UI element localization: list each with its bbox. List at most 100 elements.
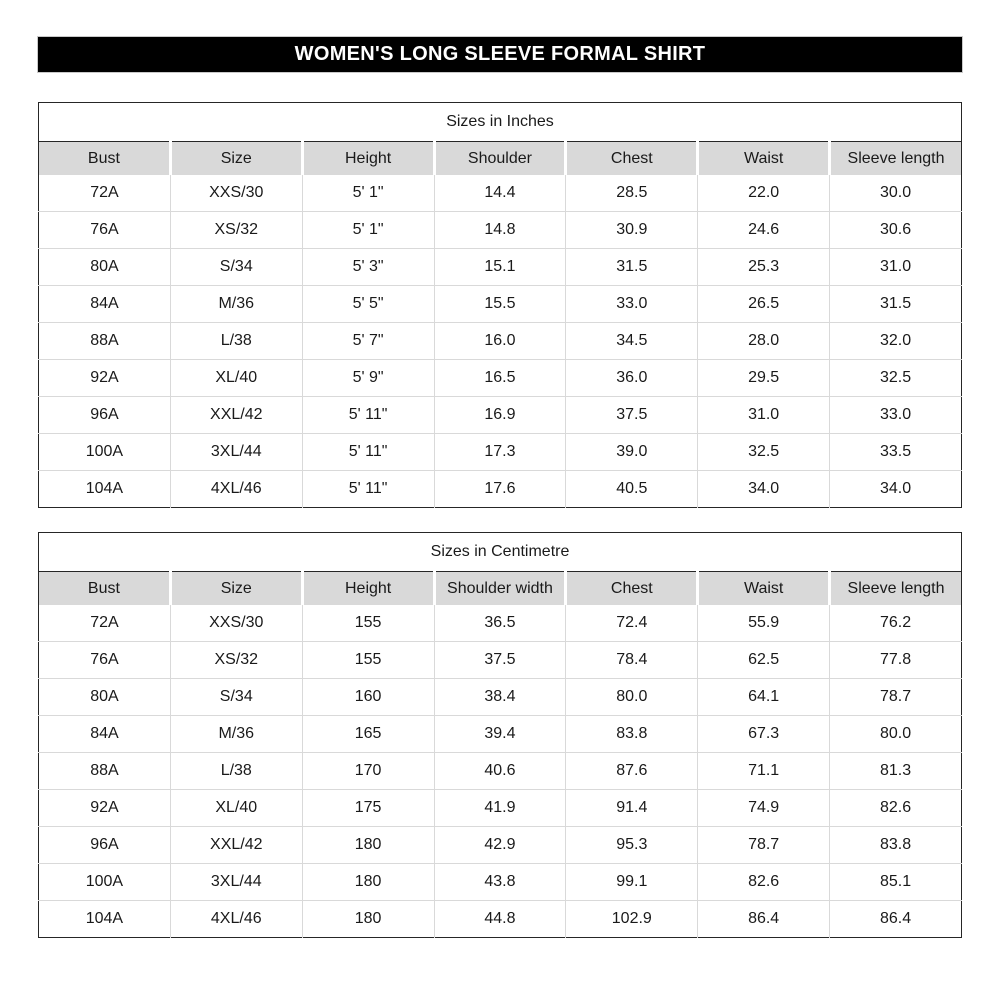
table-cell: 17.3: [433, 433, 566, 471]
table-cell: 100A: [38, 863, 171, 901]
sizes-inches-table: Sizes in Inches Bust Size Height Shoulder Ch…: [38, 102, 962, 508]
table-cell: XS/32: [169, 641, 303, 679]
table-cell: 5' 11": [301, 433, 435, 471]
table-cell: 31.0: [697, 396, 830, 434]
table-cell: 5' 1": [301, 175, 435, 212]
table-row: 88A L/38 5' 7" 16.0 34.5 28.0 32.0: [38, 322, 962, 360]
table-title: Sizes in Inches: [38, 102, 962, 142]
table-cell: 36.0: [565, 359, 698, 397]
table-cell: XL/40: [169, 359, 303, 397]
table-row: 104A 4XL/46 180 44.8 102.9 86.4 86.4: [38, 900, 962, 938]
table-cell: M/36: [169, 715, 303, 753]
column-header: Waist: [696, 141, 830, 175]
table-cell: S/34: [169, 248, 303, 286]
table-cell: 80.0: [565, 678, 698, 716]
table-cell: 5' 11": [301, 396, 435, 434]
table-cell: 32.5: [697, 433, 830, 471]
table-row: 104A 4XL/46 5' 11" 17.6 40.5 34.0 34.0: [38, 470, 962, 508]
table-header-row: Bust Size Height Shoulder width Chest Waist Sl…: [38, 571, 962, 605]
table-cell: 92A: [38, 789, 171, 827]
table-cell: 83.8: [829, 826, 962, 864]
table-cell: 5' 11": [301, 470, 435, 508]
table-cell: 32.0: [829, 322, 962, 360]
table-cell: 43.8: [433, 863, 566, 901]
table-cell: 5' 7": [301, 322, 435, 360]
table-cell: 37.5: [433, 641, 566, 679]
table-cell: 32.5: [829, 359, 962, 397]
table-cell: 82.6: [697, 863, 830, 901]
product-title-banner: WOMEN'S LONG SLEEVE FORMAL SHIRT: [38, 37, 962, 72]
table-cell: 39.0: [565, 433, 698, 471]
table-cell: 96A: [38, 396, 171, 434]
table-cell: 72A: [38, 605, 171, 642]
table-cell: 17.6: [433, 470, 566, 508]
table-row: 100A 3XL/44 5' 11" 17.3 39.0 32.5 33.5: [38, 433, 962, 471]
table-cell: M/36: [169, 285, 303, 323]
table-cell: 5' 9": [301, 359, 435, 397]
table-cell: 40.6: [433, 752, 566, 790]
table-cell: 25.3: [697, 248, 830, 286]
table-cell: 78.7: [697, 826, 830, 864]
table-cell: 34.0: [697, 470, 830, 508]
table-row: 76A XS/32 155 37.5 78.4 62.5 77.8: [38, 641, 962, 679]
table-cell: 34.5: [565, 322, 698, 360]
table-cell: 26.5: [697, 285, 830, 323]
table-cell: 74.9: [697, 789, 830, 827]
table-row: 72A XXS/30 155 36.5 72.4 55.9 76.2: [38, 605, 962, 642]
table-cell: 40.5: [565, 470, 698, 508]
table-cell: 31.5: [565, 248, 698, 286]
table-cell: 180: [301, 900, 435, 938]
table-cell: 170: [301, 752, 435, 790]
table-cell: 3XL/44: [169, 863, 303, 901]
table-cell: 37.5: [565, 396, 698, 434]
column-header: Height: [300, 571, 435, 605]
table-title: Sizes in Centimetre: [38, 532, 962, 572]
table-cell: 102.9: [565, 900, 698, 938]
table-cell: 91.4: [565, 789, 698, 827]
table-cell: 64.1: [697, 678, 830, 716]
table-cell: XL/40: [169, 789, 303, 827]
table-row: 96A XXL/42 5' 11" 16.9 37.5 31.0 33.0: [38, 396, 962, 434]
table-cell: 44.8: [433, 900, 566, 938]
table-cell: 84A: [38, 715, 171, 753]
table-cell: 42.9: [433, 826, 566, 864]
table-cell: 104A: [38, 470, 171, 508]
table-cell: 39.4: [433, 715, 566, 753]
table-cell: XXL/42: [169, 396, 303, 434]
table-cell: 155: [301, 641, 435, 679]
table-cell: 80.0: [829, 715, 962, 753]
table-cell: 88A: [38, 322, 171, 360]
table-cell: 72.4: [565, 605, 698, 642]
table-row: 76A XS/32 5' 1" 14.8 30.9 24.6 30.6: [38, 211, 962, 249]
table-row: 72A XXS/30 5' 1" 14.4 28.5 22.0 30.0: [38, 175, 962, 212]
table-cell: 87.6: [565, 752, 698, 790]
table-cell: 22.0: [697, 175, 830, 212]
table-header-row: Bust Size Height Shoulder Chest Waist Sleeve l…: [38, 141, 962, 175]
table-cell: S/34: [169, 678, 303, 716]
table-row: 92A XL/40 175 41.9 91.4 74.9 82.6: [38, 789, 962, 827]
table-cell: 82.6: [829, 789, 962, 827]
column-header: Bust: [38, 571, 171, 605]
table-cell: 180: [301, 863, 435, 901]
table-cell: 96A: [38, 826, 171, 864]
table-cell: 30.9: [565, 211, 698, 249]
table-cell: 34.0: [829, 470, 962, 508]
table-cell: 84A: [38, 285, 171, 323]
table-row: 92A XL/40 5' 9" 16.5 36.0 29.5 32.5: [38, 359, 962, 397]
table-cell: XS/32: [169, 211, 303, 249]
table-cell: 4XL/46: [169, 470, 303, 508]
table-cell: 33.0: [565, 285, 698, 323]
table-cell: 33.5: [829, 433, 962, 471]
table-cell: 86.4: [697, 900, 830, 938]
table-title-row: Sizes in Centimetre: [38, 532, 962, 572]
column-header: Chest: [564, 141, 698, 175]
table-cell: 3XL/44: [169, 433, 303, 471]
table-cell: 5' 5": [301, 285, 435, 323]
table-cell: 100A: [38, 433, 171, 471]
table-cell: 31.5: [829, 285, 962, 323]
table-row: 96A XXL/42 180 42.9 95.3 78.7 83.8: [38, 826, 962, 864]
table-cell: 4XL/46: [169, 900, 303, 938]
table-cell: 83.8: [565, 715, 698, 753]
column-header: Height: [300, 141, 435, 175]
table-cell: 24.6: [697, 211, 830, 249]
